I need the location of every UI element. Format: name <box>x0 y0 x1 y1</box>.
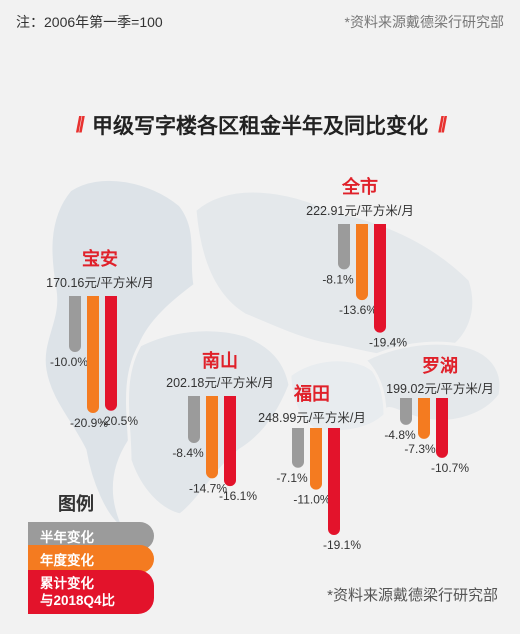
bar-nanshan-1 <box>206 396 218 479</box>
bar-baoan-2 <box>105 296 117 411</box>
bar-futian-0 <box>292 428 304 468</box>
bar-nanshan-2 <box>224 396 237 487</box>
bar-baoan-1 <box>87 296 99 414</box>
bar-quanshi-2 <box>374 224 386 333</box>
district-name-luohu: 罗湖 <box>422 356 458 376</box>
note: 注：2006年第一季=100 <box>16 14 163 30</box>
legend-title: 图例 <box>58 494 94 514</box>
bar-label-luohu-1: -7.3% <box>404 442 436 456</box>
legend-item-cumulative-line1: 累计变化 <box>40 576 94 591</box>
bar-futian-1 <box>310 428 322 490</box>
bar-baoan-0 <box>69 296 81 352</box>
bar-label-baoan-0: -10.0% <box>50 355 88 369</box>
title-row: // 甲级写字楼各区租金半年及同比变化 // <box>0 110 520 140</box>
legend-item-cumulative: 累计变化 与2018Q4比 <box>28 570 154 614</box>
district-rent-futian: 248.99元/平方米/月 <box>258 411 366 425</box>
bar-label-futian-0: -7.1% <box>276 471 308 485</box>
bar-nanshan-0 <box>188 396 200 444</box>
district-name-quanshi: 全市 <box>342 177 378 197</box>
district-rent-nanshan: 202.18元/平方米/月 <box>166 376 274 390</box>
source-top: *资料来源戴德梁行研究部 <box>344 14 504 30</box>
title-mark-right: // <box>438 112 447 137</box>
title-mark-left: // <box>75 112 85 137</box>
bar-quanshi-1 <box>356 224 368 301</box>
shenzhen-map <box>42 177 503 534</box>
bar-label-nanshan-0: -8.4% <box>172 446 204 460</box>
bar-luohu-1 <box>418 398 430 439</box>
bar-label-baoan-1: -20.9% <box>70 416 108 430</box>
legend-item-cumulative-line2: 与2018Q4比 <box>40 593 116 608</box>
bar-label-futian-2: -19.1% <box>323 538 361 552</box>
bar-label-nanshan-2: -16.1% <box>219 489 257 503</box>
district-name-futian: 福田 <box>294 384 330 404</box>
district-rent-baoan: 170.16元/平方米/月 <box>46 276 154 290</box>
map-region-baoan <box>42 177 197 534</box>
bar-label-futian-1: -11.0% <box>293 493 330 507</box>
source-bottom: *资料来源戴德梁行研究部 <box>327 587 498 604</box>
district-name-baoan: 宝安 <box>82 249 118 269</box>
bar-futian-2 <box>328 428 340 535</box>
bar-label-luohu-0: -4.8% <box>384 428 416 442</box>
bar-luohu-2 <box>436 398 448 458</box>
bar-label-luohu-2: -10.7% <box>431 461 469 475</box>
chart-title: 甲级写字楼各区租金半年及同比变化 <box>92 115 428 138</box>
bar-label-quanshi-0: -8.1% <box>322 272 354 286</box>
district-rent-quanshi: 222.91元/平方米/月 <box>306 204 414 218</box>
bar-label-quanshi-2: -19.4% <box>369 336 407 350</box>
bar-luohu-0 <box>400 398 412 425</box>
bar-label-quanshi-1: -13.6% <box>339 303 377 317</box>
map-region-luohu <box>362 341 503 423</box>
legend-item-annual: 年度变化 <box>28 545 154 573</box>
bar-label-baoan-2: -20.5% <box>100 414 138 428</box>
bar-label-nanshan-1: -14.7% <box>189 481 227 495</box>
bar-quanshi-0 <box>338 224 350 270</box>
district-name-nanshan: 南山 <box>202 351 238 371</box>
district-rent-luohu: 199.02元/平方米/月 <box>386 382 494 396</box>
